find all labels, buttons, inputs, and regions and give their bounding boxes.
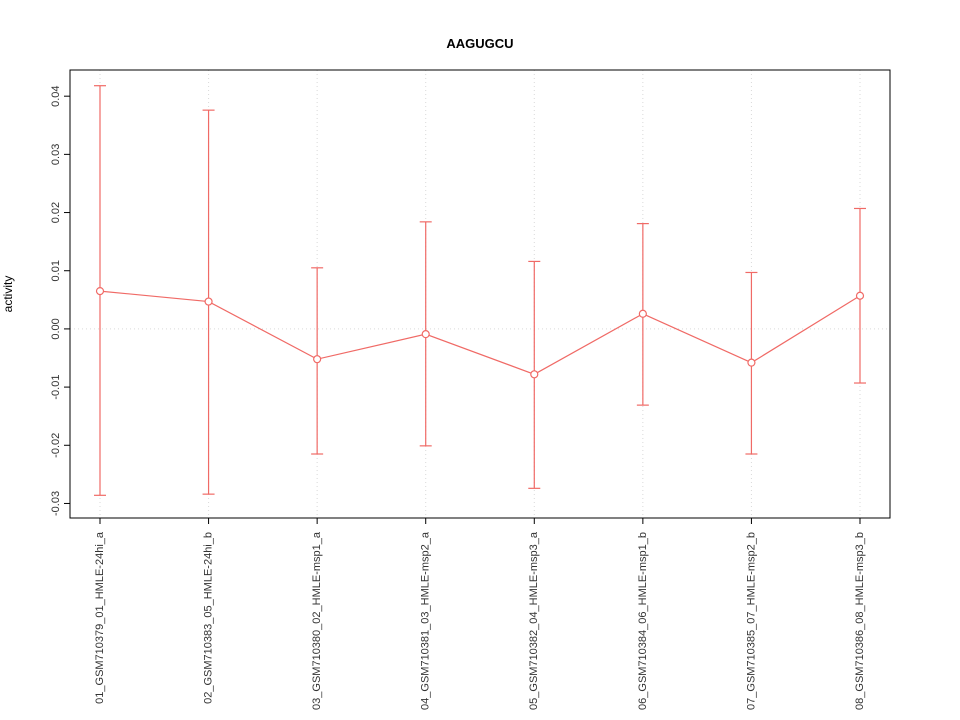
- svg-text:0.01: 0.01: [50, 260, 62, 281]
- chart-title: AAGUGCU: [446, 36, 514, 51]
- plot-border: [69, 69, 891, 519]
- svg-text:0.04: 0.04: [50, 85, 62, 106]
- svg-text:0.00: 0.00: [50, 318, 62, 339]
- svg-text:02_GSM710383_05_HMLE-24hi_b: 02_GSM710383_05_HMLE-24hi_b: [202, 532, 214, 704]
- svg-text:0.03: 0.03: [50, 144, 62, 165]
- y-axis: -0.03 -0.02 -0.01 0.00 0.01 0.02 0.03 0.04: [50, 85, 70, 516]
- svg-text:-0.02: -0.02: [50, 433, 62, 458]
- series-line: [99, 290, 861, 375]
- grid-lines: [99, 70, 861, 518]
- svg-text:04_GSM710381_03_HMLE-msp2_a: 04_GSM710381_03_HMLE-msp2_a: [420, 531, 432, 710]
- svg-text:0.02: 0.02: [50, 202, 62, 223]
- svg-text:08_GSM710386_08_HMLE-msp3_b: 08_GSM710386_08_HMLE-msp3_b: [854, 532, 866, 710]
- svg-text:07_GSM710385_07_HMLE-msp2_b: 07_GSM710385_07_HMLE-msp2_b: [745, 532, 757, 710]
- svg-text:06_GSM710384_06_HMLE-msp1_b: 06_GSM710384_06_HMLE-msp1_b: [637, 532, 649, 710]
- svg-text:01_GSM710379_01_HMLE-24hi_a: 01_GSM710379_01_HMLE-24hi_a: [94, 531, 106, 704]
- svg-text:05_GSM710382_04_HMLE-msp3_a: 05_GSM710382_04_HMLE-msp3_a: [528, 531, 540, 710]
- svg-text:-0.03: -0.03: [50, 491, 62, 516]
- svg-text:-0.01: -0.01: [50, 375, 62, 400]
- svg-text:03_GSM710380_02_HMLE-msp1_a: 03_GSM710380_02_HMLE-msp1_a: [311, 531, 323, 710]
- x-axis: 01_GSM710379_01_HMLE-24hi_a 02_GSM710383_…: [94, 518, 866, 710]
- data-point-markers: [95, 286, 865, 379]
- error-bars: [94, 85, 866, 496]
